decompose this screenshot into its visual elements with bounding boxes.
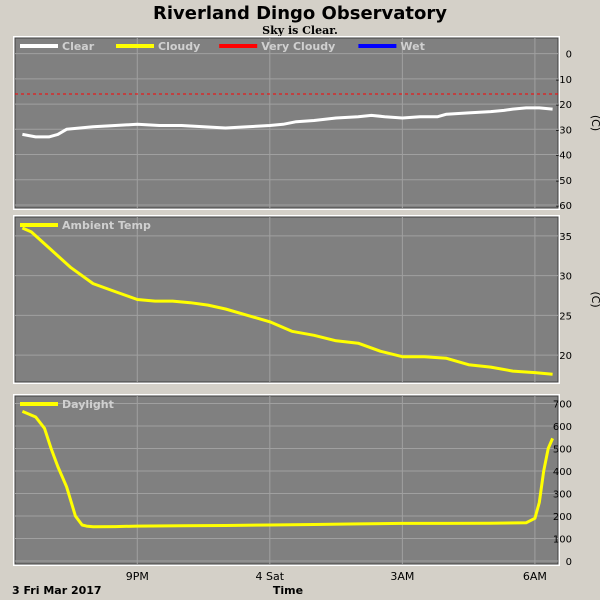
plot-area (14, 395, 559, 565)
y-tick-label: 700 (553, 400, 572, 411)
y-tick-label: -20 (556, 100, 572, 111)
y-tick-label: 500 (553, 445, 572, 456)
y-tick-label: 25 (559, 311, 572, 322)
legend-item: Wet (358, 40, 425, 53)
legend-item: Daylight (20, 398, 114, 411)
unit-label: (C) (589, 115, 600, 131)
y-tick-label: 400 (553, 467, 572, 478)
legend-label: Cloudy (158, 40, 200, 53)
legend-label: Very Cloudy (261, 40, 335, 53)
y-tick-label: -60 (556, 201, 572, 212)
panel-sky: 0 -10 -20 -30 -40 -50 -60 (C) Clear Cloudy Very Cl… (13, 36, 600, 212)
legend-label: Daylight (62, 398, 114, 411)
panel-daylight: 700 600 500 400 300 200 100 0 9PM 4 Sat 3AM 6AM Dayl… (13, 394, 572, 583)
y-tick-label: 30 (559, 272, 572, 283)
legend-item: Cloudy (116, 40, 200, 53)
x-tick-label: 3AM (390, 570, 414, 583)
legend-label: Wet (400, 40, 424, 53)
x-tick-label: 6AM (523, 570, 547, 583)
legend-label: Ambient Temp (62, 219, 151, 232)
y-tick-label: 0 (566, 557, 572, 568)
y-tick-label: -30 (556, 125, 572, 136)
x-tick-label: 4 Sat (256, 570, 285, 583)
plot-area (14, 216, 559, 383)
y-tick-label: 600 (553, 422, 572, 433)
unit-label: (C) (589, 291, 600, 307)
y-tick-label: -50 (556, 176, 572, 187)
chart-title: Riverland Dingo Observatory (153, 3, 447, 24)
y-tick-label: -40 (556, 151, 572, 162)
x-tick-label: 9PM (126, 570, 149, 583)
chart-subtitle: Sky is Clear. (262, 24, 338, 37)
panels: 0 -10 -20 -30 -40 -50 -60 (C) Clear Cloudy Very Cl… (13, 36, 600, 583)
legend-label: Clear (62, 40, 95, 53)
legend-item: Very Cloudy (219, 40, 335, 53)
legend-item: Ambient Temp (20, 219, 151, 232)
series-line-clear (22, 106, 553, 139)
y-tick-label: 20 (559, 351, 572, 362)
y-tick-label: -10 (556, 75, 572, 86)
series-line-daylight (21, 410, 554, 529)
panel-ambient: 35 30 25 20 (C) Ambient Temp (13, 215, 600, 384)
y-tick-label: 35 (559, 232, 572, 243)
y-tick-label: 300 (553, 490, 572, 501)
y-tick-label: 100 (553, 535, 572, 546)
series-line-ambient-temp (21, 226, 553, 376)
y-tick-label: 200 (553, 512, 572, 523)
legend-item: Clear (20, 40, 95, 53)
x-axis-label: Time (273, 584, 303, 597)
date-label: 3 Fri Mar 2017 (12, 584, 102, 597)
y-tick-label: 0 (566, 50, 572, 61)
